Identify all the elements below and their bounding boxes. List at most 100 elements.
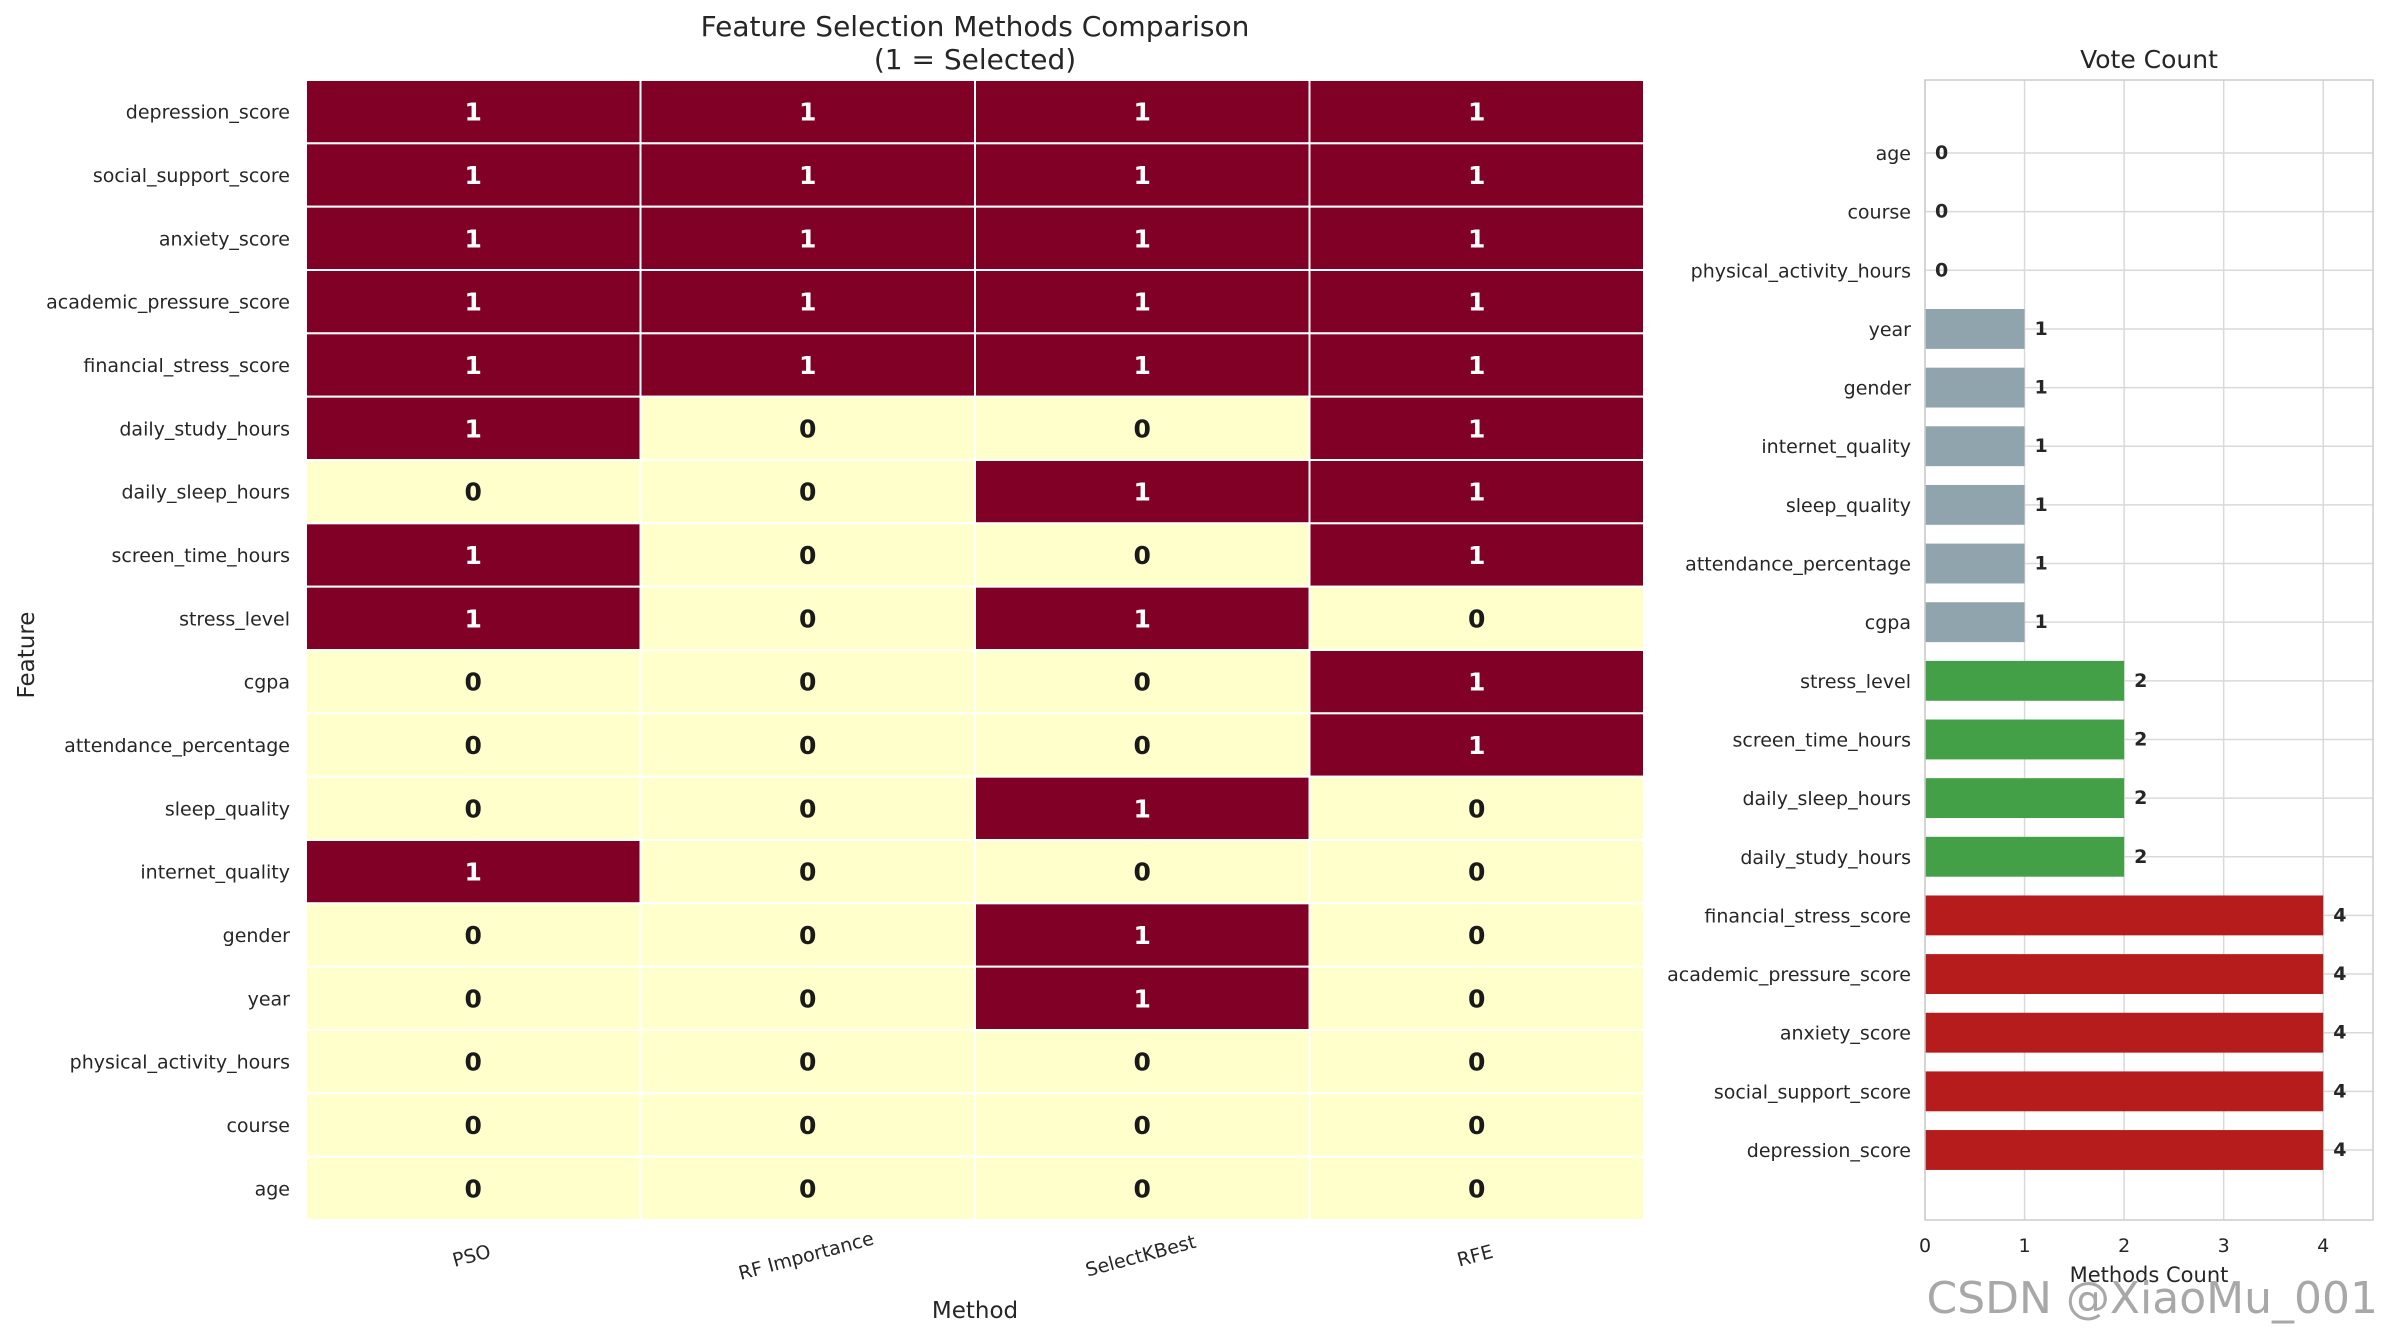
vote-count-x-tick: 4 bbox=[2317, 1235, 2329, 1257]
heatmap-cell-value: 0 bbox=[1468, 1111, 1485, 1140]
heatmap-cell bbox=[1308, 269, 1645, 335]
vote-count-x-tick: 2 bbox=[2118, 1235, 2130, 1257]
vote-count-title: Vote Count bbox=[2080, 45, 2218, 74]
vote-count-category-label: attendance_percentage bbox=[1685, 554, 1911, 576]
heatmap-cell bbox=[974, 775, 1311, 842]
heatmap-row-label: cgpa bbox=[244, 672, 290, 694]
heatmap-column-label: RF Importance bbox=[736, 1228, 876, 1285]
heatmap-cell bbox=[1308, 79, 1645, 145]
vote-count-category-label: year bbox=[1869, 319, 1912, 341]
heatmap-row-label: daily_study_hours bbox=[119, 418, 290, 440]
heatmap-cell-value: 1 bbox=[1134, 98, 1151, 127]
vote-count-bar-value: 4 bbox=[2333, 1139, 2346, 1161]
heatmap-cell-value: 0 bbox=[1134, 731, 1151, 760]
heatmap-cell bbox=[305, 775, 642, 842]
heatmap-cell bbox=[305, 332, 642, 398]
vote-count-category-label: anxiety_score bbox=[1780, 1023, 1911, 1045]
heatmap-cell bbox=[974, 839, 1311, 905]
heatmap-cell-value: 0 bbox=[465, 1111, 482, 1140]
heatmap-cell-value: 0 bbox=[1468, 858, 1485, 887]
heatmap-cell bbox=[1308, 1155, 1645, 1221]
heatmap-cell bbox=[305, 79, 642, 145]
heatmap-cell-value: 0 bbox=[799, 921, 816, 950]
vote-count-bar-value: 1 bbox=[2035, 553, 2048, 575]
heatmap-cell-value: 1 bbox=[1468, 478, 1485, 507]
heatmap-row-label: physical_activity_hours bbox=[70, 1052, 290, 1074]
vote-count-bar-value: 0 bbox=[1935, 259, 1948, 281]
heatmap-cell bbox=[305, 1029, 642, 1095]
vote-count-category-label: social_support_score bbox=[1714, 1081, 1911, 1103]
heatmap-row-label: course bbox=[226, 1115, 290, 1137]
heatmap-row-label: attendance_percentage bbox=[64, 735, 290, 757]
heatmap-cell-value: 0 bbox=[1134, 1174, 1151, 1203]
heatmap-cell-value: 1 bbox=[1134, 161, 1151, 190]
heatmap-cell bbox=[974, 332, 1311, 398]
heatmap-cell-value: 0 bbox=[799, 1048, 816, 1077]
heatmap-cell-value: 0 bbox=[465, 984, 482, 1013]
heatmap-cell-value: 1 bbox=[1134, 984, 1151, 1013]
vote-count-bar-value: 0 bbox=[1935, 142, 1948, 164]
heatmap-cell-value: 0 bbox=[799, 478, 816, 507]
vote-count-bar bbox=[1925, 602, 2025, 643]
heatmap-cell-value: 0 bbox=[1468, 794, 1485, 823]
heatmap-cell-value: 0 bbox=[799, 414, 816, 443]
heatmap-cell-value: 1 bbox=[799, 351, 816, 380]
heatmap-cell-value: 0 bbox=[799, 858, 816, 887]
vote-count-bar bbox=[1925, 660, 2125, 701]
vote-count-category-label: screen_time_hours bbox=[1732, 729, 1911, 751]
vote-count-bar bbox=[1925, 484, 2025, 525]
heatmap-cell-value: 0 bbox=[799, 794, 816, 823]
vote-count-category-label: sleep_quality bbox=[1786, 495, 1911, 517]
vote-count-bars: 0 0 0 1 1 1 1 1 1 2 2 2 2 4 4 4 4 4 bbox=[1925, 142, 2346, 1170]
vote-count-category-label: depression_score bbox=[1747, 1140, 1911, 1162]
heatmap-cell-value: 1 bbox=[1468, 414, 1485, 443]
vote-count-category-label: financial_stress_score bbox=[1704, 905, 1911, 927]
heatmap-cell bbox=[974, 522, 1311, 588]
heatmap-cell-value: 0 bbox=[799, 731, 816, 760]
vote-count-bar-value: 2 bbox=[2134, 728, 2147, 750]
heatmap-cell bbox=[305, 459, 642, 525]
vote-count-bar-value: 4 bbox=[2333, 963, 2346, 985]
vote-count-category-label: daily_study_hours bbox=[1740, 847, 1911, 869]
vote-count-bar-value: 1 bbox=[2035, 318, 2048, 340]
heatmap-cell bbox=[639, 395, 976, 461]
heatmap-cell-value: 1 bbox=[1134, 224, 1151, 253]
heatmap-row-label: depression_score bbox=[126, 102, 290, 124]
vote-count-bar-value: 1 bbox=[2035, 377, 2048, 399]
heatmap-cell bbox=[1308, 142, 1645, 208]
heatmap-cell-value: 1 bbox=[1134, 288, 1151, 317]
heatmap-cell-value: 1 bbox=[1134, 921, 1151, 950]
heatmap-cell bbox=[639, 839, 976, 905]
heatmap-cell-value: 1 bbox=[1134, 794, 1151, 823]
heatmap-cell bbox=[1308, 585, 1645, 652]
heatmap-cell bbox=[639, 1155, 976, 1221]
vote-count-bar bbox=[1925, 543, 2025, 584]
heatmap-cell-value: 0 bbox=[465, 1174, 482, 1203]
vote-count-x-ticks: 0 1 2 3 4 bbox=[1919, 1235, 2329, 1257]
vote-count-bar-value: 0 bbox=[1935, 201, 1948, 223]
heatmap-row-label: stress_level bbox=[179, 608, 290, 630]
heatmap-cell-value: 1 bbox=[1468, 224, 1485, 253]
vote-count-category-label: cgpa bbox=[1865, 612, 1911, 634]
vote-count-bar bbox=[1925, 309, 2025, 349]
heatmap-cell-value: 1 bbox=[1468, 288, 1485, 317]
heatmap-cell bbox=[639, 79, 976, 145]
heatmap-cell-value: 1 bbox=[1468, 98, 1485, 127]
heatmap-cell bbox=[305, 522, 642, 588]
heatmap-cell bbox=[305, 649, 642, 715]
vote-count-category-label: stress_level bbox=[1800, 671, 1911, 693]
heatmap-cell-value: 1 bbox=[799, 224, 816, 253]
heatmap-row-labels: depression_score social_support_scoreanxi… bbox=[46, 102, 290, 1201]
heatmap-cells: 1 1 1 1 1 1 1 1 1 1 1 1 1 1 1 1 1 1 1 1 1 0 0 1 0 0 1 1 1 0 0 1 1 0 1 0 0 0 0 1… bbox=[305, 79, 1645, 1221]
heatmap-cell-value: 0 bbox=[1468, 1048, 1485, 1077]
vote-count-x-tick: 3 bbox=[2218, 1235, 2230, 1257]
heatmap-cell bbox=[974, 395, 1311, 461]
heatmap-cell-value: 0 bbox=[1134, 414, 1151, 443]
heatmap-cell-value: 1 bbox=[1468, 541, 1485, 570]
heatmap-row-label: gender bbox=[223, 925, 291, 947]
heatmap-cell-value: 1 bbox=[1468, 161, 1485, 190]
heatmap-cell bbox=[1308, 205, 1645, 272]
heatmap-row-label: age bbox=[255, 1178, 290, 1200]
